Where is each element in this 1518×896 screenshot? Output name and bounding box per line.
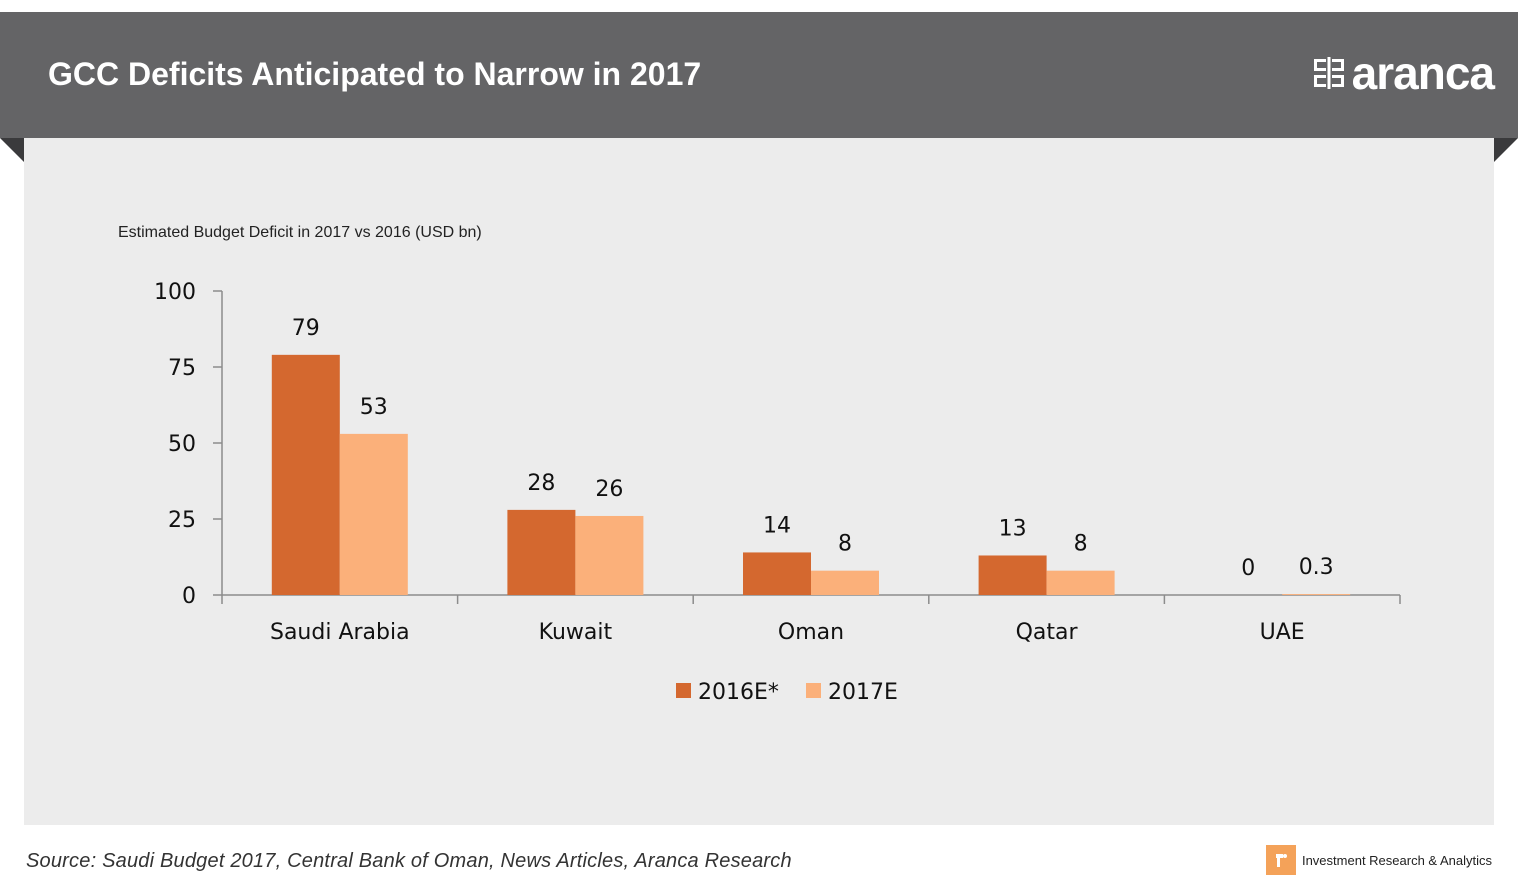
bar: [1046, 570, 1115, 595]
data-label: 13: [999, 516, 1027, 541]
bar: [978, 555, 1047, 595]
y-tick-label: 25: [168, 508, 196, 533]
data-label: 8: [1074, 532, 1088, 557]
bar: [507, 509, 576, 595]
chart-panel: [24, 138, 1494, 825]
data-label: 14: [763, 513, 791, 538]
legend-swatch: [676, 683, 691, 698]
data-label: 26: [595, 477, 623, 502]
x-tick-label: Qatar: [1016, 620, 1079, 645]
y-tick-label: 0: [182, 584, 196, 609]
data-label: 8: [838, 532, 852, 557]
aranca-logo-icon: [1313, 57, 1344, 89]
data-label: 0: [1241, 556, 1255, 581]
bar: [811, 570, 879, 595]
data-label: 0.3: [1299, 555, 1334, 580]
y-tick-label: 50: [168, 432, 196, 457]
aranca-badge-icon: [1265, 845, 1296, 875]
bar: [339, 433, 408, 595]
x-tick-label: UAE: [1260, 620, 1305, 645]
bar: [271, 354, 340, 595]
header-fold-right: [1494, 138, 1518, 162]
x-tick-label: Kuwait: [539, 620, 613, 645]
legend-label: 2017E: [828, 680, 898, 705]
page-title: GCC Deficits Anticipated to Narrow in 20…: [48, 56, 702, 92]
y-tick-label: 75: [168, 356, 196, 381]
data-label: 79: [292, 316, 320, 341]
footer-brand: Investment Research & Analytics: [1265, 845, 1492, 875]
legend-label: 2016E*: [698, 680, 779, 705]
bar: [1282, 594, 1351, 595]
data-label: 53: [360, 395, 388, 420]
brand-tagline: Investment Research & Analytics: [1301, 852, 1492, 868]
x-tick-label: Oman: [778, 620, 844, 645]
x-tick-label: Saudi Arabia: [270, 620, 410, 645]
header-fold-left: [0, 138, 24, 162]
data-label: 28: [527, 471, 555, 496]
aranca-logo: aranca: [1313, 47, 1495, 99]
chart-title: Estimated Budget Deficit in 2017 vs 2016…: [118, 224, 482, 241]
bar: [575, 515, 644, 595]
header-banner: [0, 12, 1518, 138]
bar: [743, 552, 811, 595]
source-note: Source: Saudi Budget 2017, Central Bank …: [26, 850, 792, 872]
legend-swatch: [806, 683, 821, 698]
y-tick-label: 100: [154, 280, 196, 305]
aranca-logo-text: aranca: [1351, 47, 1495, 99]
